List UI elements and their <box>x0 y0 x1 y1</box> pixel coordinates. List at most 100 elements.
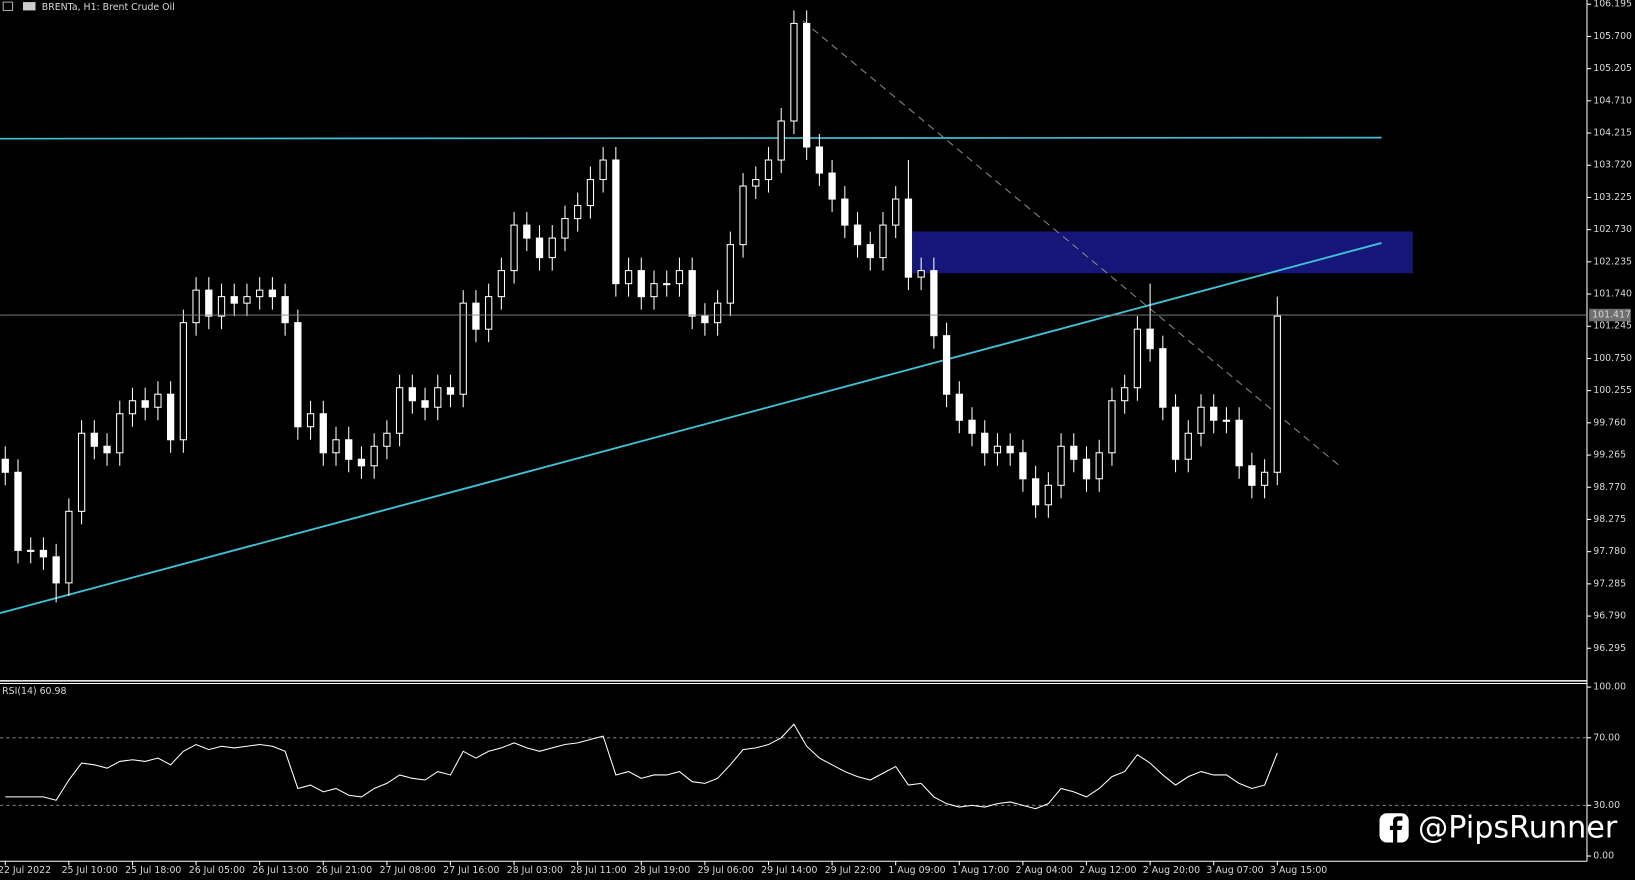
candle-body <box>306 413 315 428</box>
candle-body <box>803 22 811 148</box>
candle-body <box>497 270 506 298</box>
candle-body <box>1273 315 1281 473</box>
candle-body <box>1019 452 1027 480</box>
candle-body <box>1057 445 1065 486</box>
y-tick-label: 104.710 <box>1593 95 1632 106</box>
candle-body <box>1108 400 1116 454</box>
candle-body <box>370 445 378 467</box>
x-tick-label: 28 Jul 03:00 <box>507 865 563 876</box>
candle-body <box>52 556 60 584</box>
y-tick-label: 97.780 <box>1593 546 1626 557</box>
y-tick-label: 97.285 <box>1593 578 1626 589</box>
x-tick-label: 2 Aug 12:00 <box>1079 865 1136 876</box>
candle-body <box>523 224 531 239</box>
candle-body <box>535 237 544 259</box>
candle-body <box>726 244 734 304</box>
x-tick-label: 26 Jul 13:00 <box>252 865 308 876</box>
candle-body <box>1248 465 1256 486</box>
x-tick-label: 2 Aug 04:00 <box>1016 865 1073 876</box>
candle-body <box>230 296 238 304</box>
candle-body <box>904 198 913 278</box>
candle-body <box>128 400 137 415</box>
candle-body <box>841 198 849 226</box>
x-tick-label: 25 Jul 18:00 <box>125 865 181 876</box>
y-tick-label: 100.750 <box>1593 353 1632 364</box>
y-tick-label: 105.700 <box>1593 31 1632 42</box>
y-tick-label: 96.790 <box>1593 611 1626 622</box>
candle-body <box>1 458 9 473</box>
x-tick-label: 2 Aug 20:00 <box>1143 865 1200 876</box>
chart-header: BRENTa, H1: Brent Crude Oil <box>42 2 175 13</box>
x-tick-label: 28 Jul 11:00 <box>570 865 626 876</box>
x-tick-label: 1 Aug 09:00 <box>888 865 945 876</box>
candle-body <box>77 432 86 512</box>
candle-body <box>65 510 73 584</box>
icon <box>2 1 14 11</box>
y-tick-label: 0.00 <box>1593 851 1614 862</box>
y-tick-label: 101.245 <box>1593 321 1632 332</box>
y-tick-label: 102.730 <box>1593 224 1632 235</box>
candle-body <box>1082 458 1091 480</box>
candle-body <box>484 296 493 330</box>
candle-body <box>1184 432 1192 460</box>
candle-body <box>1159 348 1167 408</box>
trend-line <box>0 242 1382 614</box>
candle-body <box>383 432 391 447</box>
candle-body <box>472 302 480 330</box>
candle-body <box>256 289 264 298</box>
resistance-line <box>0 136 1382 140</box>
candle-body <box>981 432 989 454</box>
candle-body <box>968 419 976 434</box>
x-tick-label: 26 Jul 21:00 <box>316 865 372 876</box>
rsi-line <box>5 723 1278 810</box>
x-tick-label: 3 Aug 15:00 <box>1270 865 1327 876</box>
x-tick-label: 22 Jul 2022 <box>0 865 51 876</box>
current-price-box <box>1589 308 1631 322</box>
candle-body <box>1044 484 1052 506</box>
candle-body <box>1133 328 1142 389</box>
y-tick-label: 99.760 <box>1593 417 1626 428</box>
y-tick-label: 101.740 <box>1593 289 1632 300</box>
candle-body <box>739 185 747 246</box>
candle-body <box>1031 478 1040 506</box>
down-trend-line <box>802 20 1341 467</box>
candle-body <box>434 387 442 408</box>
candle-body <box>446 387 455 395</box>
candle-body <box>764 159 773 181</box>
candle-body <box>1235 419 1243 467</box>
y-tick-label: 96.295 <box>1593 643 1626 654</box>
candle-body <box>116 413 124 454</box>
candle-body <box>1197 406 1205 434</box>
y-tick-label: 105.205 <box>1593 63 1632 74</box>
candle-body <box>917 270 925 278</box>
candle-body <box>637 270 645 298</box>
candle-body <box>930 270 938 337</box>
facebook-glyph <box>1389 816 1403 843</box>
candle-body <box>892 198 900 226</box>
x-tick-label: 27 Jul 08:00 <box>380 865 436 876</box>
candle-body <box>942 335 951 395</box>
y-tick-label: 103.225 <box>1593 192 1632 203</box>
candle-body <box>599 159 607 181</box>
y-tick-label: 100.255 <box>1593 385 1632 396</box>
candle-body <box>612 159 620 285</box>
candle-body <box>828 172 836 200</box>
x-tick-label: 29 Jul 22:00 <box>825 865 881 876</box>
candle-body <box>510 224 518 272</box>
candle-body <box>332 439 340 454</box>
candle-body <box>166 393 175 441</box>
x-tick-label: 28 Jul 19:00 <box>634 865 690 876</box>
candle-body <box>955 393 963 421</box>
candle-body <box>1006 445 1014 454</box>
candle-body <box>777 120 785 161</box>
candle-body <box>1210 406 1218 421</box>
candle-body <box>713 302 722 324</box>
candle-body <box>574 205 582 220</box>
y-tick-label: 104.215 <box>1593 128 1632 139</box>
candle-body <box>624 270 633 285</box>
candle-body <box>815 146 824 174</box>
candle-body <box>688 270 696 317</box>
